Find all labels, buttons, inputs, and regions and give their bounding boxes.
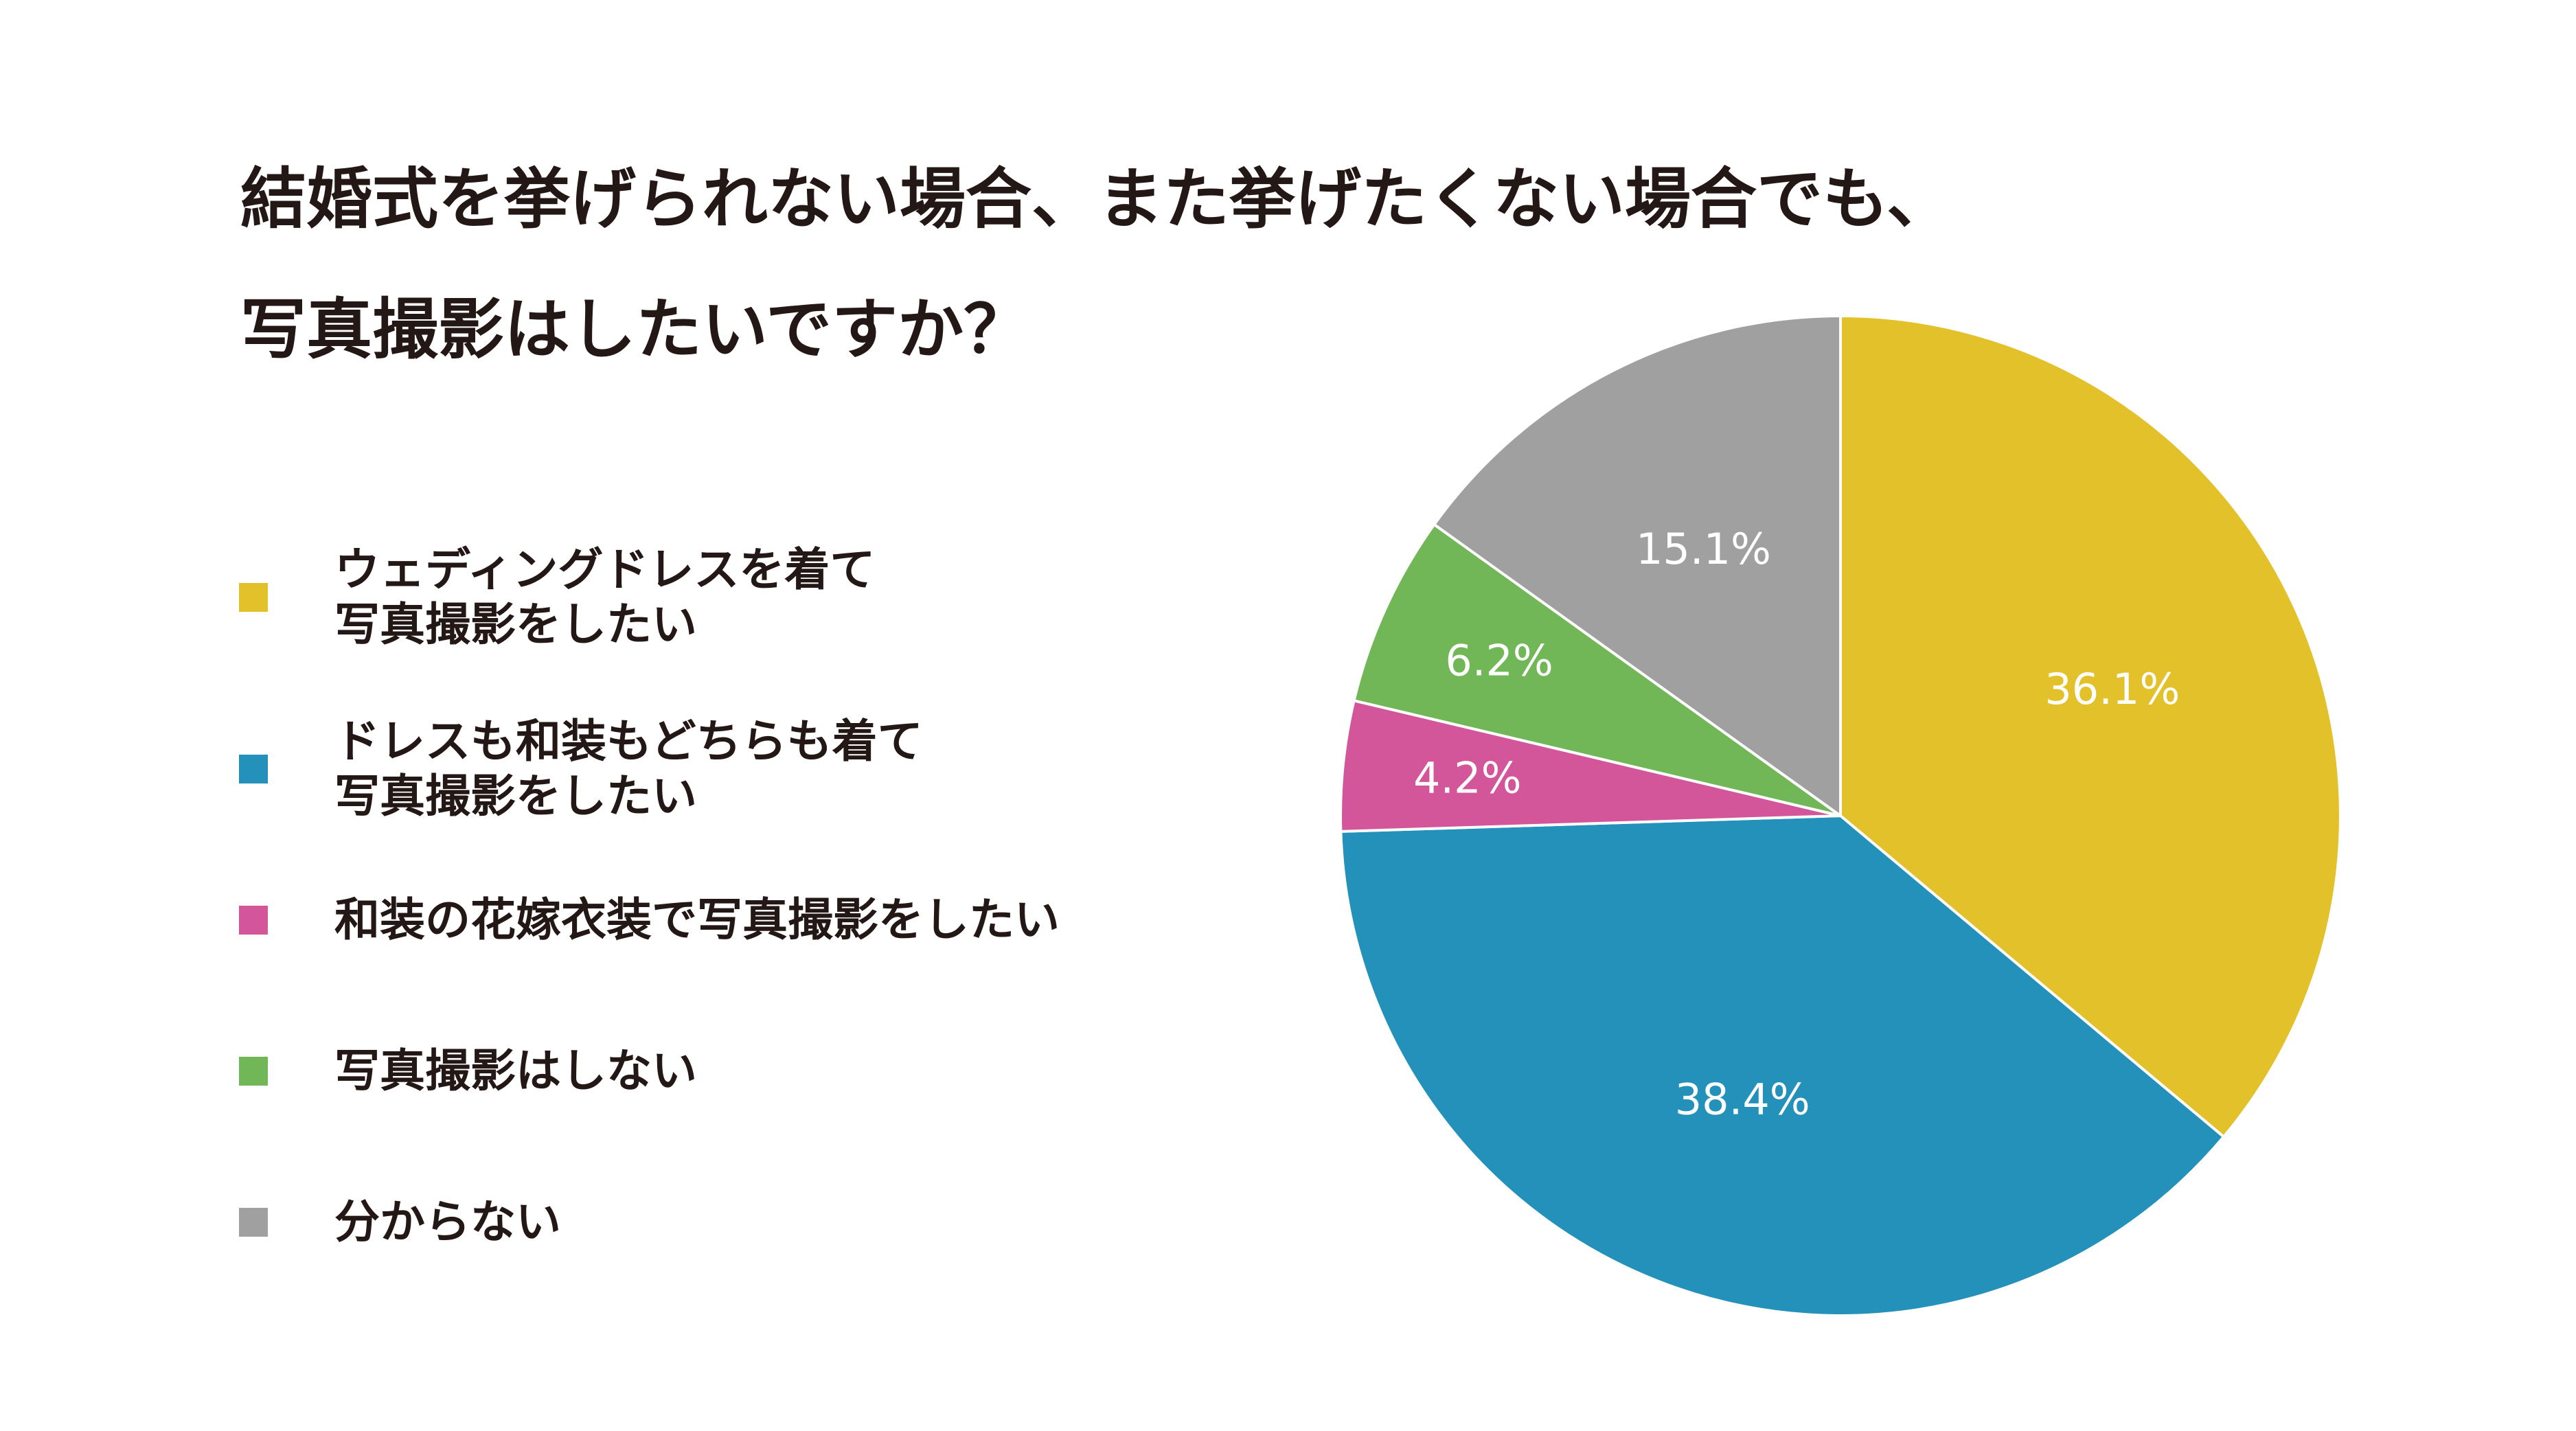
legend-item-dress-and-kimono: ドレスも和装もどちらも着て 写真撮影をしたい <box>239 714 923 824</box>
pie-slice-label-wedding-dress: 36.1% <box>2044 664 2180 714</box>
chart-title-line-1: 結婚式を挙げられない場合、また挙げたくない場合でも、 <box>240 161 1953 238</box>
legend-label: 写真撮影はしない <box>334 1044 697 1097</box>
legend-item-no-photo: 写真撮影はしない <box>239 1044 697 1099</box>
pie-slice-label-kimono: 4.2% <box>1413 753 1522 803</box>
pie-slice-kimono <box>1339 698 1841 833</box>
legend-label: ウェディングドレスを着て 写真撮影をしたい <box>334 543 876 651</box>
chart-title-line-2: 写真撮影はしたいですか？ <box>240 291 1030 368</box>
legend-item-kimono: 和装の花嫁衣装で写真撮影をしたい <box>239 893 1060 948</box>
legend-swatch <box>239 1208 268 1237</box>
legend-swatch <box>239 1057 268 1086</box>
legend-swatch <box>239 755 268 783</box>
pie-slice-label-dress-and-kimono: 38.4% <box>1675 1074 1810 1124</box>
legend-label: 分からない <box>334 1195 561 1248</box>
legend-label: 和装の花嫁衣装で写真撮影をしたい <box>334 893 1060 946</box>
legend-swatch <box>239 583 268 612</box>
pie-slice-no-photo <box>1352 523 1842 817</box>
chart-title: 結婚式を挙げられない場合、また挙げたくない場合でも、 写真撮影はしたいですか？ <box>240 134 2026 395</box>
legend-label: ドレスも和装もどちらも着て 写真撮影をしたい <box>334 715 923 823</box>
pie-slice-wedding-dress <box>1839 314 2342 1139</box>
legend-swatch <box>239 906 268 935</box>
pie-slice-label-unknown: 15.1% <box>1636 524 1771 574</box>
legend-item-unknown: 分からない <box>239 1195 561 1250</box>
pie-slice-label-no-photo: 6.2% <box>1445 635 1553 685</box>
legend-item-wedding-dress: ウェディングドレスを着て 写真撮影をしたい <box>239 542 875 652</box>
pie-slice-dress-and-kimono <box>1339 814 2226 1317</box>
pie-slice-unknown <box>1432 314 1842 818</box>
